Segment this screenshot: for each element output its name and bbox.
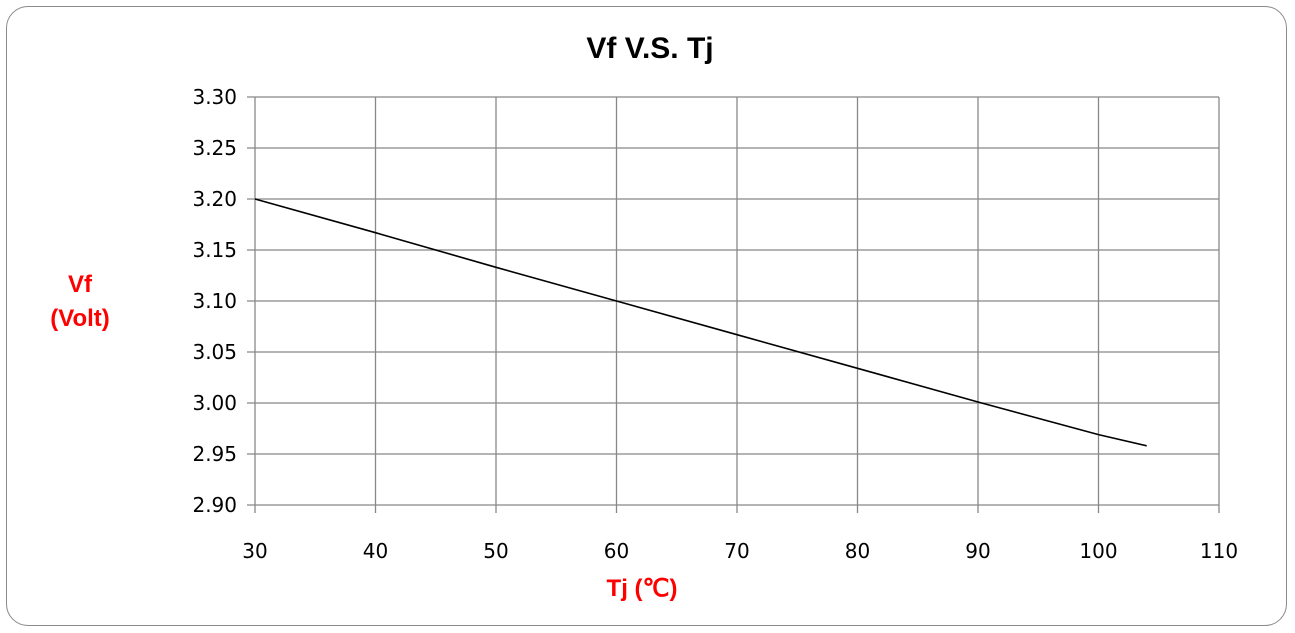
chart-frame [6,6,1287,626]
x-tick-label: 100 [1079,539,1117,563]
x-tick-label: 110 [1200,539,1238,563]
series-line-vf [254,198,1147,447]
y-tick-label: 2.90 [192,493,237,517]
chart-title: Vf V.S. Tj [586,32,713,65]
x-tick-label: 40 [363,539,388,563]
grid-lines [247,96,1220,513]
y-tick-label: 3.00 [192,391,237,415]
y-axis-label-line-2: (Volt) [50,305,110,332]
x-tick-label: 70 [724,539,749,563]
y-tick-label: 3.10 [192,289,237,313]
y-axis-label-line-1: Vf [68,271,93,298]
y-tick-label: 3.25 [192,136,237,160]
y-tick-label: 3.20 [192,187,237,211]
x-tick-label: 30 [242,539,267,563]
y-tick-label: 3.05 [192,340,237,364]
x-tick-label: 50 [483,539,508,563]
y-tick-label: 3.30 [192,85,237,109]
y-tick-label: 3.15 [192,238,237,262]
y-tick-label: 2.95 [192,442,237,466]
x-tick-label: 60 [604,539,629,563]
y-tick-labels: 3.30 3.25 3.20 3.15 3.10 3.05 3.00 2.95 2.90 [192,85,237,517]
x-tick-label: 90 [965,539,990,563]
x-tick-label: 80 [845,539,870,563]
x-tick-labels: 30 40 50 60 70 80 90 100 110 [242,539,1238,563]
x-axis-label: Tj (℃) [607,575,678,602]
